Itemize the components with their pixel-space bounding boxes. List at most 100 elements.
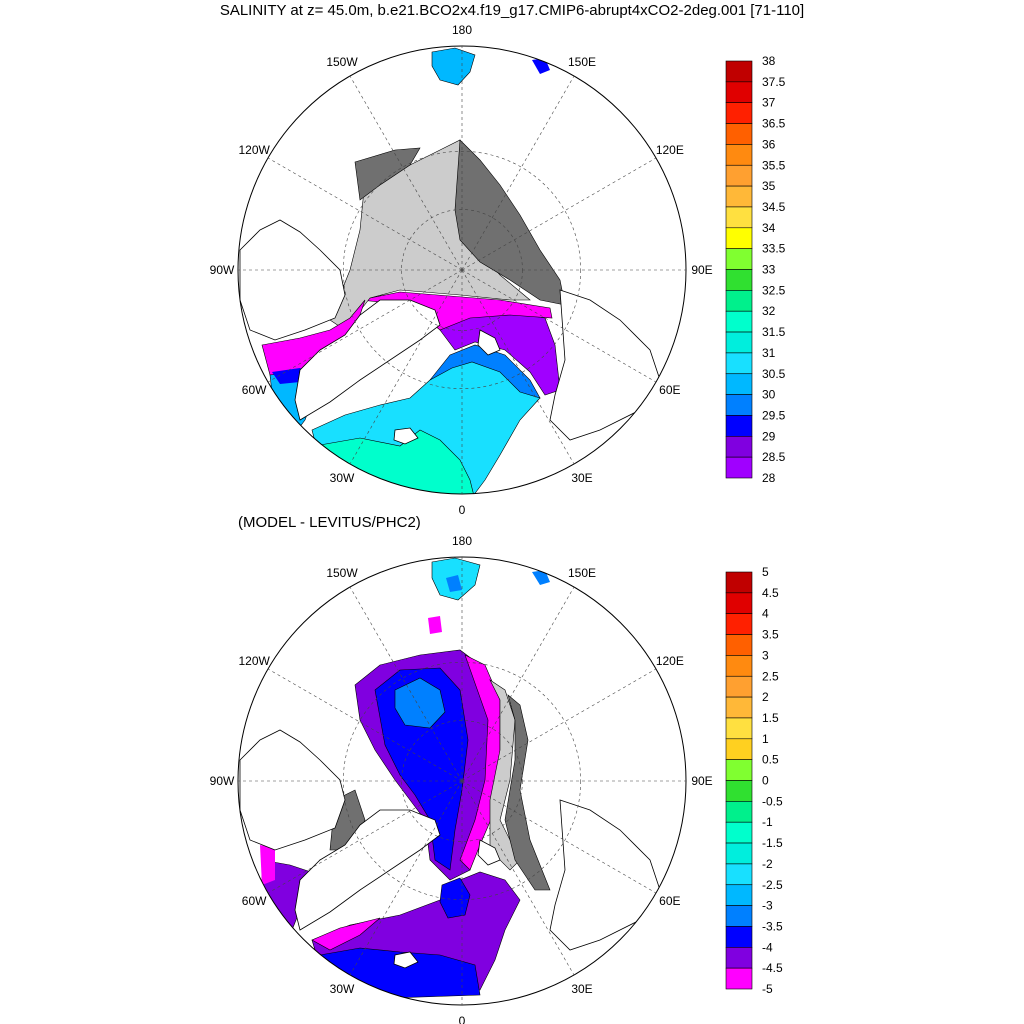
colorbar-bottom: 5 4.5 4 3.5 3 2.5 2 1.5 1 0.5 0 -0.5 -1 -1.5 -2 -2.5 -3 -… [725,565,783,996]
longitude-label: 30E [571,982,592,996]
land-masses-bottom [239,729,661,969]
barents-blue-core [439,877,471,919]
meridian-line [267,157,463,271]
graticule [238,46,686,494]
nordic-blue-band [429,344,541,399]
colorbar-tick-label: 35.5 [762,158,786,172]
colorbar-tick-label: 37 [762,96,776,110]
colorbar-tick-label: -3 [762,899,773,913]
siberian-dark-band [504,694,551,891]
colorbar-swatch [725,717,753,740]
colorbar-swatch [725,780,753,802]
colorbar-tick-label: 33.5 [762,242,786,256]
colorbar-top: 38 37.5 37 36.5 36 35.5 35 34.5 34 33.5 33 32.5 32 31… [725,54,786,485]
colorbar-tick-label: 30 [762,388,776,402]
colorbar-tick-label: 4.5 [762,586,779,600]
longitude-label: 60E [659,383,680,397]
meridian-line [461,157,657,271]
longitude-label: 60W [242,894,267,908]
longitude-label: 150E [568,566,596,580]
meridian-line [461,780,657,894]
colorbar-swatch [725,613,753,635]
colorbar-tick-label: 37.5 [762,75,786,89]
meridian-line [267,668,463,782]
colorbar-swatch [725,352,753,375]
longitude-label: 90E [691,263,712,277]
colorbar-tick-label: 29 [762,429,776,443]
bering-east-patch [532,570,550,585]
colorbar-tick-label: 33 [762,263,776,277]
longitude-label: 180 [452,534,472,548]
colorbar-tick-label: 31.5 [762,325,786,339]
longitude-label: 60E [659,894,680,908]
meridian-line [349,780,463,976]
colorbar-swatch [725,415,753,437]
colorbar-swatch [725,946,753,969]
graticule-bottom [238,557,686,1005]
colorbar-tick-label: 2.5 [762,669,779,683]
meridian-line [461,780,575,976]
colorbar-swatch [725,81,753,103]
longitude-label: 120E [656,143,684,157]
colorbar-tick-label: 1 [762,732,769,746]
colorbar-swatch [725,102,753,124]
colorbar-swatch [725,144,753,166]
colorbar-swatch [725,290,753,312]
colorbar-swatch [725,967,753,990]
beaufort-gyre-core [394,677,446,729]
chart-title-bottom: (MODEL - LEVITUS/PHC2) [238,514,421,531]
colorbar-swatch [725,164,753,187]
longitude-labels: 180 150E 120E 90E 60E 30E 0 30W 60W 90W 120W 150W [210,23,713,517]
colorbar-tick-label: 0 [762,774,769,788]
chukchi-magenta-patch [428,616,442,634]
colorbar-tick-label: -2.5 [762,878,783,892]
meridian-line [349,586,463,782]
colorbar-tick-label: -1 [762,815,773,829]
colorbar-swatch [725,60,753,83]
latitude-circle [342,661,582,901]
bering-strait-region [431,47,476,86]
meridian-line [461,75,575,271]
longitude-label: 120W [238,143,270,157]
chart-title-top: SALINITY at z= 45.0m, b.e21.BCO2x4.f19_g… [219,2,805,19]
longitude-label: 150W [326,55,358,69]
bering-diff-blue [446,575,462,592]
colorbar-tick-label: 3.5 [762,628,779,642]
colorbar-tick-label: 36 [762,137,776,151]
longitude-label: 30W [330,982,355,996]
meridian-line [461,269,575,465]
beaufort-dark-region [354,147,421,201]
colorbar-swatch [725,675,753,698]
colorbar-tick-label: 29.5 [762,408,786,422]
colorbar-tick-label: -5 [762,982,773,996]
longitude-label: 180 [452,23,472,37]
colorbar-tick-label: 1.5 [762,711,779,725]
colorbar-swatch [725,206,753,229]
central-arctic-blue [374,667,469,871]
colorbar-tick-label: -3.5 [762,919,783,933]
longitude-label: 120W [238,654,270,668]
colorbar-tick-label: 30.5 [762,367,786,381]
nordic-magenta-diff-band [311,917,381,951]
meridian-line [461,668,657,782]
longitude-label: 90W [210,774,235,788]
colorbar-tick-label: 3 [762,648,769,662]
colorbar-tick-label: 2 [762,690,769,704]
colorbar-swatch [725,592,753,614]
salinity-map: 180 150E 120E 90E 60E 30E 0 30W 60W 90W 120W 150W [210,23,713,517]
meridian-line [267,269,463,383]
colorbar-swatch [725,821,753,844]
colorbar-tick-label: 5 [762,565,769,579]
longitude-label: 90W [210,263,235,277]
colorbar-swatch [725,310,753,333]
colorbar-tick-label: 34 [762,221,776,235]
colorbar-tick-label: 36.5 [762,117,786,131]
colorbar-swatch [725,655,753,677]
longitude-label: 60W [242,383,267,397]
colorbar-swatch [725,926,753,948]
colorbar-swatch [725,801,753,823]
colorbar-tick-label: -0.5 [762,794,783,808]
colorbar-swatch [725,884,753,906]
longitude-label: 30W [330,471,355,485]
